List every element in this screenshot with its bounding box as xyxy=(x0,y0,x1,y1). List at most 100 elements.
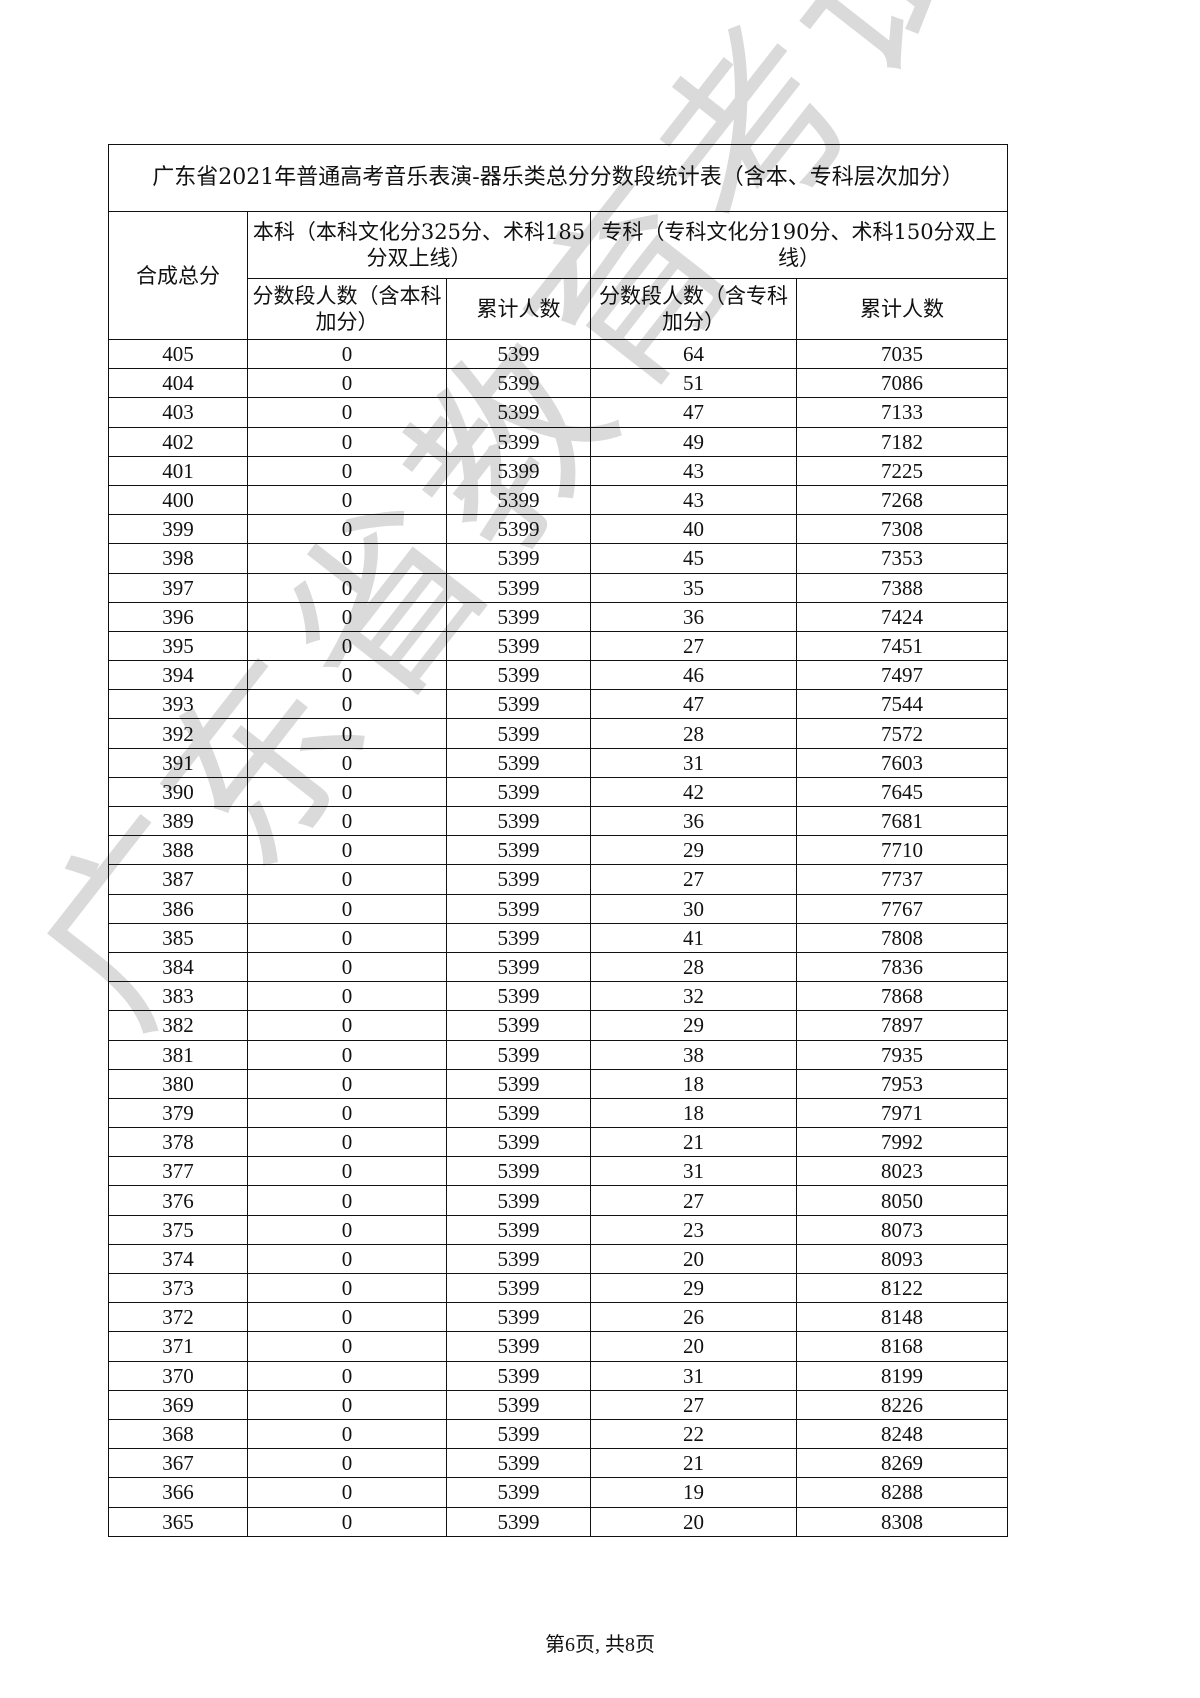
junior-count-cell: 31 xyxy=(590,1360,797,1391)
junior-count-cell: 46 xyxy=(590,660,797,691)
table-body: 405 0 5399 64 7035 404 0 5399 51 7086 403 0 5399 47 71… xyxy=(108,338,1009,1537)
junior-count-cell: 38 xyxy=(590,1039,797,1070)
table-row: 392 0 5399 28 7572 xyxy=(108,718,1009,749)
junior-cumulative-cell: 7808 xyxy=(795,922,1009,953)
junior-count-cell: 18 xyxy=(590,1068,797,1099)
table-row: 374 0 5399 20 8093 xyxy=(108,1243,1009,1275)
undergrad-count-cell: 0 xyxy=(247,1185,447,1216)
total-score-cell: 403 xyxy=(108,397,248,428)
junior-cumulative-cell: 7225 xyxy=(795,455,1009,486)
junior-cumulative-cell: 7451 xyxy=(795,630,1009,662)
table-row: 402 0 5399 49 7182 xyxy=(108,426,1009,457)
score-statistics-table: 广东省2021年普通高考音乐表演-器乐类总分分数段统计表（含本、专科层次加分） … xyxy=(107,144,1009,1537)
junior-cumulative-cell: 8168 xyxy=(795,1331,1009,1362)
undergrad-count-cell: 0 xyxy=(247,805,447,837)
junior-count-cell: 32 xyxy=(590,981,797,1012)
table-row: 400 0 5399 43 7268 xyxy=(108,484,1009,516)
total-score-cell: 368 xyxy=(108,1418,248,1450)
junior-cumulative-cell: 8122 xyxy=(795,1272,1009,1304)
total-score-cell: 374 xyxy=(108,1243,248,1275)
junior-count-cell: 28 xyxy=(590,718,797,749)
junior-count-cell: 31 xyxy=(590,747,797,778)
undergrad-cumulative-cell: 5399 xyxy=(446,747,591,778)
total-score-cell: 397 xyxy=(108,572,248,603)
junior-cumulative-cell: 7603 xyxy=(795,747,1009,778)
junior-cumulative-cell: 8148 xyxy=(795,1302,1009,1333)
undergrad-cumulative-cell: 5399 xyxy=(446,572,591,603)
undergrad-count-cell: 0 xyxy=(247,1448,447,1479)
junior-count-cell: 47 xyxy=(590,397,797,428)
undergrad-cumulative-cell: 5399 xyxy=(446,1302,591,1333)
junior-count-cell: 21 xyxy=(590,1127,797,1158)
junior-cumulative-cell: 7182 xyxy=(795,426,1009,457)
undergrad-cumulative-cell: 5399 xyxy=(446,1127,591,1158)
total-score-cell: 369 xyxy=(108,1389,248,1420)
total-score-cell: 380 xyxy=(108,1068,248,1099)
undergrad-cumulative-cell: 5399 xyxy=(446,864,591,895)
table-row: 387 0 5399 27 7737 xyxy=(108,864,1009,895)
total-score-cell: 381 xyxy=(108,1039,248,1070)
undergrad-cumulative-cell: 5399 xyxy=(446,660,591,691)
total-score-cell: 402 xyxy=(108,426,248,457)
junior-cumulative-cell: 8023 xyxy=(795,1156,1009,1187)
junior-count-cell: 27 xyxy=(590,864,797,895)
undergrad-cumulative-cell: 5399 xyxy=(446,426,591,457)
undergrad-cumulative-cell: 5399 xyxy=(446,1448,591,1479)
junior-cumulative-cell: 8073 xyxy=(795,1214,1009,1245)
undergrad-cumulative-cell: 5399 xyxy=(446,1068,591,1099)
undergrad-cumulative-cell: 5399 xyxy=(446,776,591,808)
total-score-cell: 379 xyxy=(108,1097,248,1129)
junior-count-cell: 64 xyxy=(590,338,797,370)
undergrad-cumulative-cell: 5399 xyxy=(446,1243,591,1275)
undergrad-count-cell: 0 xyxy=(247,1506,447,1537)
total-score-cell: 392 xyxy=(108,718,248,749)
table-row: 393 0 5399 47 7544 xyxy=(108,689,1009,720)
header-undergrad-cumulative: 累计人数 xyxy=(446,278,591,340)
undergrad-cumulative-cell: 5399 xyxy=(446,951,591,983)
undergrad-count-cell: 0 xyxy=(247,1477,447,1508)
junior-count-cell: 27 xyxy=(590,630,797,662)
table-row: 401 0 5399 43 7225 xyxy=(108,455,1009,486)
total-score-cell: 388 xyxy=(108,835,248,866)
junior-cumulative-cell: 7133 xyxy=(795,397,1009,428)
undergrad-cumulative-cell: 5399 xyxy=(446,893,591,924)
table-row: 375 0 5399 23 8073 xyxy=(108,1214,1009,1245)
undergrad-cumulative-cell: 5399 xyxy=(446,368,591,399)
junior-count-cell: 27 xyxy=(590,1185,797,1216)
undergrad-count-cell: 0 xyxy=(247,689,447,720)
junior-cumulative-cell: 7353 xyxy=(795,543,1009,574)
junior-count-cell: 47 xyxy=(590,689,797,720)
table-row: 382 0 5399 29 7897 xyxy=(108,1010,1009,1041)
junior-count-cell: 36 xyxy=(590,601,797,632)
undergrad-cumulative-cell: 5399 xyxy=(446,689,591,720)
table-row: 380 0 5399 18 7953 xyxy=(108,1068,1009,1099)
table-row: 377 0 5399 31 8023 xyxy=(108,1156,1009,1187)
undergrad-cumulative-cell: 5399 xyxy=(446,514,591,545)
table-row: 388 0 5399 29 7710 xyxy=(108,835,1009,866)
junior-count-cell: 18 xyxy=(590,1097,797,1129)
total-score-cell: 385 xyxy=(108,922,248,953)
table-row: 367 0 5399 21 8269 xyxy=(108,1448,1009,1479)
junior-count-cell: 20 xyxy=(590,1243,797,1275)
header-total-score: 合成总分 xyxy=(108,211,248,340)
table-row: 391 0 5399 31 7603 xyxy=(108,747,1009,778)
junior-cumulative-cell: 8226 xyxy=(795,1389,1009,1420)
total-score-cell: 384 xyxy=(108,951,248,983)
junior-count-cell: 20 xyxy=(590,1331,797,1362)
table-row: 398 0 5399 45 7353 xyxy=(108,543,1009,574)
total-score-cell: 370 xyxy=(108,1360,248,1391)
header-junior: 专科（专科文化分190分、术科150分双上线） xyxy=(589,211,1009,279)
undergrad-count-cell: 0 xyxy=(247,514,447,545)
junior-count-cell: 29 xyxy=(590,1010,797,1041)
undergrad-count-cell: 0 xyxy=(247,1068,447,1099)
junior-count-cell: 43 xyxy=(590,484,797,516)
undergrad-count-cell: 0 xyxy=(247,601,447,632)
undergrad-count-cell: 0 xyxy=(247,484,447,516)
table-row: 403 0 5399 47 7133 xyxy=(108,397,1009,428)
undergrad-count-cell: 0 xyxy=(247,426,447,457)
junior-cumulative-cell: 8248 xyxy=(795,1418,1009,1450)
junior-count-cell: 28 xyxy=(590,951,797,983)
table-row: 365 0 5399 20 8308 xyxy=(108,1506,1009,1537)
undergrad-cumulative-cell: 5399 xyxy=(446,922,591,953)
table-row: 383 0 5399 32 7868 xyxy=(108,981,1009,1012)
